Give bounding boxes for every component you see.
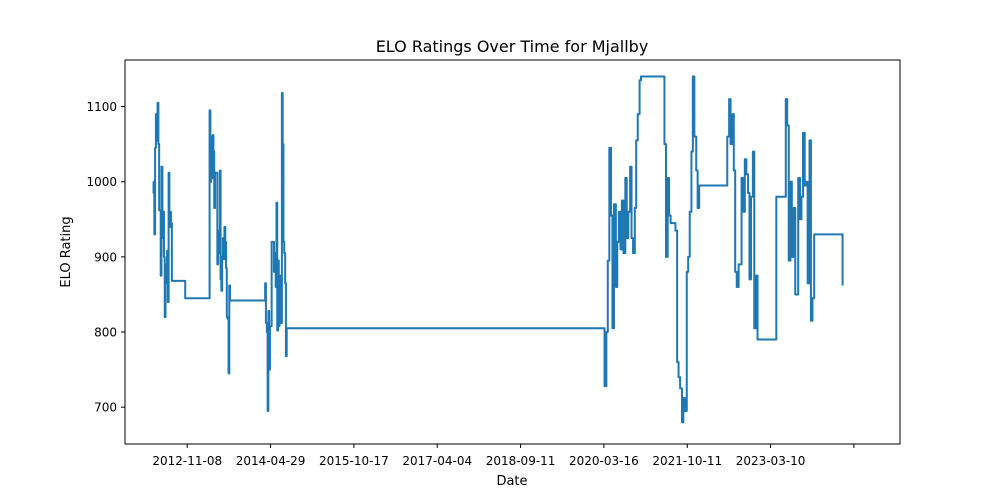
x-tick-label-4: 2018-09-11 bbox=[486, 454, 556, 468]
x-tick-label-3: 2017-04-04 bbox=[402, 454, 472, 468]
y-tick-label-0: 700 bbox=[94, 401, 117, 415]
x-axis: 2012-11-08 2014-04-29 2015-10-17 2017-04-04… bbox=[152, 444, 855, 468]
y-tick-label-2: 900 bbox=[94, 250, 117, 264]
x-tick-label-2: 2015-10-17 bbox=[319, 454, 389, 468]
x-axis-label: Date bbox=[496, 474, 527, 489]
x-tick-label-5: 2020-03-16 bbox=[569, 454, 639, 468]
y-axis: 700 800 900 1000 1100 bbox=[86, 100, 125, 415]
x-tick-label-1: 2014-04-29 bbox=[236, 454, 306, 468]
y-tick-label-4: 1100 bbox=[86, 100, 117, 114]
x-tick-label-6: 2021-10-11 bbox=[652, 454, 722, 468]
plot-area: 2012-11-08 2014-04-29 2015-10-17 2017-04-04… bbox=[86, 59, 901, 468]
y-tick-label-1: 800 bbox=[94, 326, 117, 340]
x-tick-label-7: 2023-03-10 bbox=[736, 454, 806, 468]
x-tick-label-0: 2012-11-08 bbox=[152, 454, 222, 468]
series-line-0 bbox=[152, 75, 844, 424]
y-axis-label: ELO Rating bbox=[59, 216, 74, 287]
series-layer bbox=[152, 75, 844, 424]
y-tick-label-3: 1000 bbox=[86, 175, 117, 189]
chart-title: ELO Ratings Over Time for Mjallby bbox=[376, 37, 649, 56]
plot-frame bbox=[124, 59, 901, 445]
